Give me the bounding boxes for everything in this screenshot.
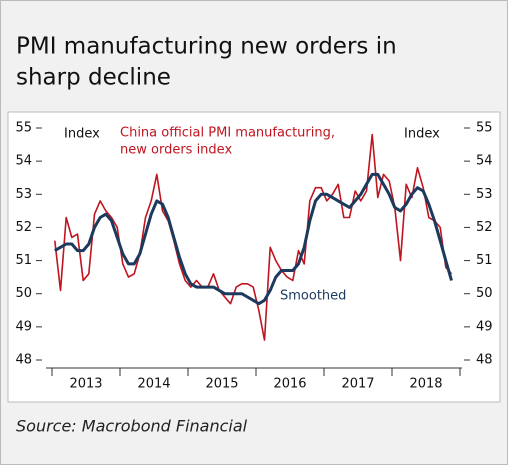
plot-area [7,111,501,403]
y-axis-label: Index [404,127,440,142]
x-tick-label: 2018 [409,377,442,392]
x-tick-label: 2015 [205,377,238,392]
x-tick-label: 2013 [69,377,102,392]
y-tick-label: 52 [476,220,493,235]
chart-title: sharp decline [16,65,171,91]
x-tick-label: 2014 [137,377,170,392]
chart-title: PMI manufacturing new orders in [16,34,397,60]
y-tick-label: 54 [15,154,32,169]
x-tick-label: 2016 [273,377,306,392]
y-tick-label: 52 [15,220,32,235]
annotation: new orders index [120,143,232,158]
y-tick-label: 53 [476,187,493,202]
y-tick-label: 51 [15,253,32,268]
y-axis-label: Index [64,127,100,142]
annotation: China official PMI manufacturing, [120,126,335,141]
y-tick-label: 49 [15,319,32,334]
y-tick-label: 50 [476,286,493,301]
y-tick-label: 49 [476,319,493,334]
y-tick-label: 53 [15,187,32,202]
annotation: Smoothed [280,289,346,304]
y-tick-label: 48 [15,353,32,368]
y-tick-label: 51 [476,253,493,268]
y-tick-label: 55 [15,121,32,136]
source: Source: Macrobond Financial [16,417,248,436]
x-tick-label: 2017 [341,377,374,392]
y-tick-label: 54 [476,154,493,169]
y-tick-label: 50 [15,286,32,301]
y-tick-label: 55 [476,121,493,136]
line-series [54,172,453,306]
y-tick-label: 48 [476,353,493,368]
